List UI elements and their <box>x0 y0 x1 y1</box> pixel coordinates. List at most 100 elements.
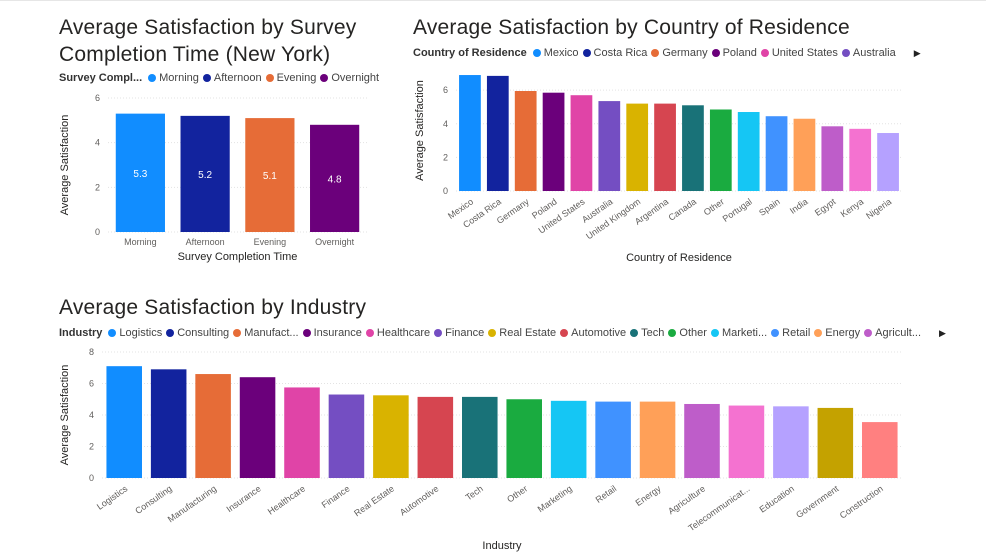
legend-item-morning[interactable]: Morning <box>148 72 199 84</box>
bar-consulting[interactable] <box>150 369 187 478</box>
x-tick-label: Finance <box>320 483 352 510</box>
bar-nigeria[interactable] <box>877 133 899 191</box>
bar-egypt[interactable] <box>821 126 844 191</box>
x-tick-label: Government <box>794 483 841 520</box>
bar-overnight[interactable] <box>310 124 360 232</box>
bar-costa-rica[interactable] <box>486 75 509 191</box>
chart-industry-legend[interactable]: Industry Logistics Consulting Manufact... In… <box>59 327 946 339</box>
bar-morning[interactable] <box>115 113 165 232</box>
bar-government[interactable] <box>817 407 854 478</box>
legend-item-finance[interactable]: Finance <box>434 327 484 339</box>
y-axis-title: Average Satisfaction <box>59 365 71 466</box>
bar-agriculture[interactable] <box>684 403 720 478</box>
chart-country-legend[interactable]: Country of Residence Mexico Costa Rica Germ… <box>413 47 921 59</box>
data-label: 4.8 <box>328 174 342 185</box>
legend-item-energy[interactable]: Energy <box>814 327 860 339</box>
legend-item-insurance[interactable]: Insurance <box>302 327 362 339</box>
y-tick-label: 6 <box>95 93 100 103</box>
top-divider <box>0 0 986 1</box>
legend-item-real-estate[interactable]: Real Estate <box>488 327 556 339</box>
bar-poland[interactable] <box>542 92 565 191</box>
bar-spain[interactable] <box>765 116 788 191</box>
bar-canada[interactable] <box>682 105 704 191</box>
bar-evening[interactable] <box>245 118 295 232</box>
y-tick-label: 6 <box>443 85 448 95</box>
legend-item-tech[interactable]: Tech <box>630 327 664 339</box>
bar-kenya[interactable] <box>849 128 872 191</box>
legend-marker <box>108 329 117 337</box>
x-tick-label: Afternoon <box>186 237 225 247</box>
legend-label: Marketi... <box>721 327 768 339</box>
legend-label: Real Estate <box>499 327 557 339</box>
legend-item-afternoon[interactable]: Afternoon <box>202 72 262 84</box>
legend-item-united-states[interactable]: United States <box>760 47 838 59</box>
bar-germany[interactable] <box>514 91 537 191</box>
chart-time-title-line-1: Average Satisfaction by Survey <box>59 16 357 39</box>
legend-next-page-icon[interactable]: ▶ <box>913 47 921 58</box>
legend-title: Country of Residence <box>413 47 527 59</box>
chart-time-legend[interactable]: Survey Compl... Morning Afternoon Evening Ov… <box>59 72 383 84</box>
bar-real-estate[interactable] <box>373 395 409 478</box>
x-tick-label: Germany <box>495 196 531 226</box>
legend-item-germany[interactable]: Germany <box>651 47 708 59</box>
legend-item-logistics[interactable]: Logistics <box>108 327 162 339</box>
legend-item-healthcare[interactable]: Healthcare <box>365 327 430 339</box>
bar-logistics[interactable] <box>106 366 142 478</box>
bar-insurance[interactable] <box>239 377 276 478</box>
y-tick-label: 4 <box>89 410 94 420</box>
chart-time-title: Average Satisfaction by Survey Completio… <box>59 14 356 68</box>
legend-marker <box>711 49 720 57</box>
bar-other[interactable] <box>506 399 542 478</box>
bar-automotive[interactable] <box>417 396 454 478</box>
bar-education[interactable] <box>773 406 809 478</box>
legend-item-marketi[interactable]: Marketi... <box>710 327 768 339</box>
y-tick-label: 8 <box>89 347 94 357</box>
bar-healthcare[interactable] <box>284 387 320 478</box>
legend-item-poland[interactable]: Poland <box>711 47 757 59</box>
legend-item-manufact[interactable]: Manufact... <box>233 327 299 339</box>
legend-marker <box>814 329 823 337</box>
legend-next-page-icon[interactable]: ▶ <box>939 327 946 338</box>
bar-manufacturing[interactable] <box>195 374 231 478</box>
legend-item-other[interactable]: Other <box>668 327 707 339</box>
legend-item-evening[interactable]: Evening <box>265 72 316 84</box>
bar-finance[interactable] <box>328 394 365 478</box>
legend-item-consulting[interactable]: Consulting <box>166 327 229 339</box>
legend-item-agricult[interactable]: Agricult... <box>864 327 921 339</box>
bar-portugal[interactable] <box>737 112 760 191</box>
legend-item-australia[interactable]: Australia <box>841 47 896 59</box>
bar-retail[interactable] <box>595 401 631 478</box>
legend-label: Australia <box>852 47 896 59</box>
bar-tech[interactable] <box>462 396 498 478</box>
bar-argentina[interactable] <box>654 103 676 191</box>
bar-australia[interactable] <box>598 101 621 191</box>
x-axis-title: Country of Residence <box>626 252 732 264</box>
bar-construction[interactable] <box>862 422 898 478</box>
legend-item-overnight[interactable]: Overnight <box>320 72 379 84</box>
bar-telecommunicat[interactable] <box>728 405 765 478</box>
y-axis-title: Average Satisfaction <box>414 80 426 181</box>
bar-afternoon[interactable] <box>180 115 230 232</box>
legend-item-automotive[interactable]: Automotive <box>560 327 626 339</box>
bar-other[interactable] <box>709 109 732 191</box>
legend-item-mexico[interactable]: Mexico <box>532 47 579 59</box>
legend-marker <box>710 329 719 337</box>
legend-marker <box>320 74 329 82</box>
bar-marketing[interactable] <box>550 400 587 478</box>
legend-item-costa-rica[interactable]: Costa Rica <box>582 47 647 59</box>
legend-label: United States <box>771 47 838 59</box>
bar-energy[interactable] <box>639 401 676 478</box>
legend-label: Morning <box>159 72 199 84</box>
x-tick-label: Logistics <box>95 483 130 512</box>
bar-united-kingdom[interactable] <box>626 103 649 191</box>
y-axis-title: Average Satisfaction <box>59 115 71 216</box>
legend-marker <box>434 329 443 337</box>
x-tick-label: Spain <box>757 196 782 217</box>
legend-item-retail[interactable]: Retail <box>771 327 810 339</box>
chart-time-title-line-2: Completion Time (New York) <box>59 43 331 66</box>
bar-united-states[interactable] <box>570 95 593 191</box>
legend-label: Overnight <box>331 72 380 84</box>
bar-india[interactable] <box>793 118 816 191</box>
bar-mexico[interactable] <box>459 75 481 191</box>
